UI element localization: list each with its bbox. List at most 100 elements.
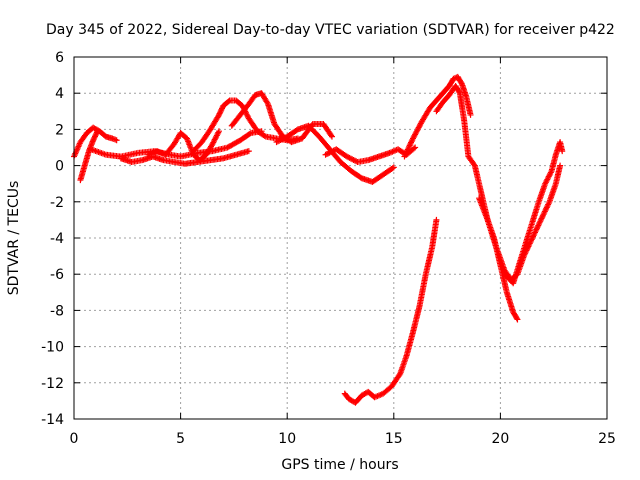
data-point [542, 207, 549, 214]
data-point [273, 139, 280, 146]
data-point [343, 153, 350, 160]
data-point [536, 219, 543, 226]
data-point [113, 137, 120, 144]
y-tick-label: 0 [55, 159, 64, 175]
series-satellite-track-14 [341, 216, 440, 406]
data-point [532, 228, 539, 235]
y-tick-label: 2 [55, 122, 64, 138]
data-point [559, 148, 566, 155]
series-satellite-track-7 [228, 90, 335, 146]
data-point [326, 149, 333, 156]
data-point [281, 134, 288, 141]
series-satellite-track-5 [145, 128, 222, 164]
data-point [322, 151, 329, 158]
data-point [390, 164, 397, 171]
data-point [389, 165, 396, 172]
chart-title: Day 345 of 2022, Sidereal Day-to-day VTE… [46, 22, 615, 38]
data-point [406, 143, 413, 150]
data-point [405, 145, 412, 152]
data-point [345, 154, 352, 161]
data-point [350, 156, 357, 163]
data-point [467, 111, 474, 118]
series-satellite-track-9 [322, 144, 419, 165]
data-point [403, 149, 410, 156]
data-point [532, 229, 539, 236]
data-point [541, 208, 548, 215]
x-tick-label: 20 [491, 431, 509, 447]
data-point [543, 204, 550, 211]
data-point [276, 137, 283, 144]
data-point [246, 130, 253, 137]
data-point [543, 205, 550, 212]
data-point [349, 156, 356, 163]
data-point [215, 113, 222, 120]
data-point [328, 133, 335, 140]
x-tick-label: 5 [176, 431, 185, 447]
series-satellite-track-10 [401, 73, 474, 160]
x-tick-label: 0 [70, 431, 79, 447]
data-point [533, 226, 540, 233]
data-point [539, 212, 546, 219]
data-point [325, 150, 332, 157]
data-point [328, 132, 335, 139]
grid-lines [74, 57, 607, 419]
data-point [412, 144, 419, 151]
series-satellite-track-13 [501, 139, 566, 287]
plot-frame [73, 56, 608, 420]
y-tick-label: -8 [50, 303, 64, 319]
data-point [408, 139, 415, 146]
data-point [530, 233, 537, 240]
y-axis-label: SDTVAR / TECUs [6, 181, 22, 296]
data-point [93, 129, 100, 136]
data-point [538, 215, 545, 222]
data-point [458, 79, 465, 86]
data-point [245, 148, 252, 155]
data-point [402, 150, 409, 157]
data-point [537, 218, 544, 225]
y-tick-label: 4 [55, 86, 64, 102]
data-point [545, 201, 552, 208]
x-tick-label: 15 [385, 431, 403, 447]
y-tick-label: -2 [50, 195, 64, 211]
data-point [533, 225, 540, 232]
data-point [540, 211, 547, 218]
y-tick-label: -4 [50, 231, 64, 247]
data-point [323, 151, 330, 158]
series-satellite-track-2 [77, 128, 101, 184]
data-point [535, 221, 542, 228]
x-tick-label: 25 [598, 431, 616, 447]
data-point [280, 135, 287, 142]
x-tick-label: 10 [278, 431, 296, 447]
data-point [401, 153, 408, 160]
data-point [539, 214, 546, 221]
data-point [557, 162, 564, 169]
data-point [396, 372, 403, 379]
series-satellite-track-11 [433, 82, 521, 323]
data-markers [71, 73, 566, 406]
data-point [327, 149, 334, 156]
x-tick-labels: 0 5 10 15 20 25 [70, 431, 616, 447]
data-point [545, 200, 552, 207]
y-tick-label: -6 [50, 267, 64, 283]
y-tick-label: -10 [41, 340, 64, 356]
data-point [277, 137, 284, 144]
data-point [541, 209, 548, 216]
x-axis-label: GPS time / hours [281, 457, 398, 473]
data-point [537, 216, 544, 223]
data-point [404, 147, 411, 154]
y-tick-label: -14 [41, 412, 64, 428]
data-point [407, 141, 414, 148]
data-point [94, 128, 101, 135]
data-point [531, 230, 538, 237]
data-point [408, 138, 415, 145]
data-point [404, 146, 411, 153]
y-tick-label: -12 [41, 376, 64, 392]
data-point [410, 145, 417, 152]
data-point [351, 157, 358, 164]
data-point [110, 136, 117, 143]
data-point [514, 316, 521, 323]
data-point [534, 223, 541, 230]
data-point [347, 155, 354, 162]
data-point [261, 132, 268, 139]
